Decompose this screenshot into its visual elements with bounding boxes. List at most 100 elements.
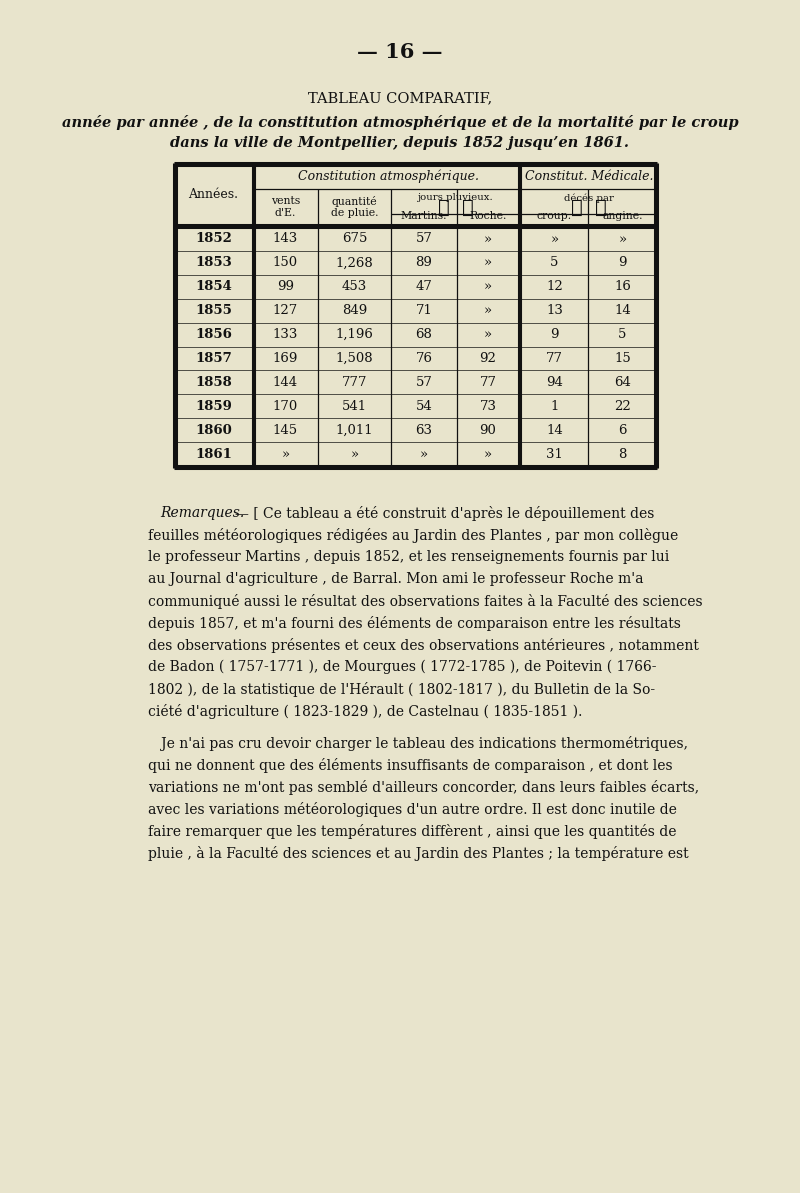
Text: Je n'ai pas cru devoir charger le tableau des indications thermométriques,: Je n'ai pas cru devoir charger le tablea… bbox=[148, 736, 688, 752]
Text: ⌢: ⌢ bbox=[595, 198, 607, 216]
Text: quantité
de pluie.: quantité de pluie. bbox=[330, 196, 378, 218]
Text: »: » bbox=[550, 233, 558, 246]
Text: 1: 1 bbox=[550, 400, 558, 413]
Text: 76: 76 bbox=[415, 352, 433, 365]
Text: 90: 90 bbox=[479, 424, 497, 437]
Text: année par année , de la constitution atmosphérique et de la mortalité par le cro: année par année , de la constitution atm… bbox=[62, 116, 738, 130]
Text: 1,508: 1,508 bbox=[336, 352, 374, 365]
Text: 541: 541 bbox=[342, 400, 367, 413]
Text: angine.: angine. bbox=[602, 211, 642, 221]
Text: TABLEAU COMPARATIF,: TABLEAU COMPARATIF, bbox=[308, 91, 492, 105]
Text: 144: 144 bbox=[273, 376, 298, 389]
Text: 1853: 1853 bbox=[195, 256, 232, 270]
Text: 15: 15 bbox=[614, 352, 631, 365]
Text: 849: 849 bbox=[342, 304, 367, 317]
Text: 150: 150 bbox=[273, 256, 298, 270]
Text: 143: 143 bbox=[273, 233, 298, 246]
Text: »: » bbox=[484, 447, 492, 460]
Text: 1,268: 1,268 bbox=[336, 256, 374, 270]
Text: 1856: 1856 bbox=[195, 328, 232, 341]
Text: de Badon ( 1757-1771 ), de Mourgues ( 1772-1785 ), de Poitevin ( 1766-: de Badon ( 1757-1771 ), de Mourgues ( 17… bbox=[148, 660, 657, 674]
Text: »: » bbox=[484, 233, 492, 246]
Text: 54: 54 bbox=[416, 400, 432, 413]
Text: Martins.: Martins. bbox=[401, 211, 447, 221]
Text: 1857: 1857 bbox=[195, 352, 232, 365]
Text: vents
d'E.: vents d'E. bbox=[271, 196, 300, 218]
Text: 1859: 1859 bbox=[195, 400, 232, 413]
Text: 92: 92 bbox=[479, 352, 497, 365]
Text: — 16 —: — 16 — bbox=[358, 42, 442, 62]
Text: 5: 5 bbox=[550, 256, 558, 270]
Text: variations ne m'ont pas semblé d'ailleurs concorder, dans leurs faibles écarts,: variations ne m'ont pas semblé d'ailleur… bbox=[148, 780, 699, 795]
Text: »: » bbox=[420, 447, 428, 460]
Text: 1,196: 1,196 bbox=[335, 328, 374, 341]
Text: ⌢: ⌢ bbox=[571, 198, 583, 216]
Text: 77: 77 bbox=[479, 376, 497, 389]
Text: 99: 99 bbox=[277, 280, 294, 293]
Text: ⌢: ⌢ bbox=[462, 198, 474, 216]
Text: 57: 57 bbox=[415, 233, 433, 246]
Text: »: » bbox=[484, 256, 492, 270]
Text: jours pluvieux.: jours pluvieux. bbox=[418, 193, 494, 203]
Text: dans la ville de Montpellier, depuis 1852 jusqu’en 1861.: dans la ville de Montpellier, depuis 185… bbox=[170, 136, 630, 150]
Text: 89: 89 bbox=[415, 256, 433, 270]
Text: 73: 73 bbox=[479, 400, 497, 413]
Text: »: » bbox=[484, 280, 492, 293]
Text: croup.: croup. bbox=[537, 211, 572, 221]
Text: 94: 94 bbox=[546, 376, 563, 389]
Text: »: » bbox=[484, 304, 492, 317]
Text: au Journal d'agriculture , de Barral. Mon ami le professeur Roche m'a: au Journal d'agriculture , de Barral. Mo… bbox=[148, 571, 643, 586]
Text: 145: 145 bbox=[273, 424, 298, 437]
Text: 14: 14 bbox=[614, 304, 631, 317]
Text: 8: 8 bbox=[618, 447, 626, 460]
Text: 6: 6 bbox=[618, 424, 626, 437]
Text: le professeur Martins , depuis 1852, et les renseignements fournis par lui: le professeur Martins , depuis 1852, et … bbox=[148, 550, 670, 564]
Text: Roche.: Roche. bbox=[470, 211, 506, 221]
Text: 64: 64 bbox=[614, 376, 631, 389]
Text: 1852: 1852 bbox=[195, 233, 232, 246]
Text: 1860: 1860 bbox=[195, 424, 232, 437]
Text: des observations présentes et ceux des observations antérieures , notamment: des observations présentes et ceux des o… bbox=[148, 638, 699, 653]
Text: 1854: 1854 bbox=[195, 280, 232, 293]
Text: »: » bbox=[618, 233, 626, 246]
Text: 1858: 1858 bbox=[195, 376, 232, 389]
Text: 9: 9 bbox=[550, 328, 558, 341]
Text: 22: 22 bbox=[614, 400, 631, 413]
Text: 1861: 1861 bbox=[195, 447, 232, 460]
Text: pluie , à la Faculté des sciences et au Jardin des Plantes ; la température est: pluie , à la Faculté des sciences et au … bbox=[148, 846, 689, 861]
Text: depuis 1857, et m'a fourni des éléments de comparaison entre les résultats: depuis 1857, et m'a fourni des éléments … bbox=[148, 616, 681, 631]
Text: feuilles météorologiques rédigées au Jardin des Plantes , par mon collègue: feuilles météorologiques rédigées au Jar… bbox=[148, 528, 678, 543]
Text: ⌢: ⌢ bbox=[438, 198, 450, 216]
Text: faire remarquer que les températures diffèrent , ainsi que les quantités de: faire remarquer que les températures dif… bbox=[148, 824, 677, 839]
Text: 14: 14 bbox=[546, 424, 563, 437]
Text: 5: 5 bbox=[618, 328, 626, 341]
Text: 47: 47 bbox=[415, 280, 433, 293]
Text: 13: 13 bbox=[546, 304, 563, 317]
Text: Remarques.: Remarques. bbox=[160, 506, 244, 520]
Text: 68: 68 bbox=[415, 328, 433, 341]
Text: »: » bbox=[484, 328, 492, 341]
Text: décés par: décés par bbox=[564, 193, 614, 203]
Text: 170: 170 bbox=[273, 400, 298, 413]
Text: 1855: 1855 bbox=[195, 304, 232, 317]
Text: 453: 453 bbox=[342, 280, 367, 293]
Text: communiqué aussi le résultat des observations faites à la Faculté des sciences: communiqué aussi le résultat des observa… bbox=[148, 594, 702, 608]
Text: Années.: Années. bbox=[189, 187, 238, 200]
Text: 9: 9 bbox=[618, 256, 626, 270]
Text: 169: 169 bbox=[273, 352, 298, 365]
Text: 31: 31 bbox=[546, 447, 563, 460]
Text: 12: 12 bbox=[546, 280, 563, 293]
Text: 16: 16 bbox=[614, 280, 631, 293]
Text: qui ne donnent que des éléments insuffisants de comparaison , et dont les: qui ne donnent que des éléments insuffis… bbox=[148, 758, 673, 773]
Text: — [ Ce tableau a été construit d'après le dépouillement des: — [ Ce tableau a été construit d'après l… bbox=[235, 506, 654, 521]
Text: 675: 675 bbox=[342, 233, 367, 246]
Text: avec les variations météorologiques d'un autre ordre. Il est donc inutile de: avec les variations météorologiques d'un… bbox=[148, 802, 677, 817]
Text: 133: 133 bbox=[273, 328, 298, 341]
Text: 1,011: 1,011 bbox=[336, 424, 374, 437]
Text: »: » bbox=[350, 447, 358, 460]
Text: 57: 57 bbox=[415, 376, 433, 389]
Text: 71: 71 bbox=[415, 304, 433, 317]
Text: Constitut. Médicale.: Constitut. Médicale. bbox=[525, 169, 654, 183]
Text: 63: 63 bbox=[415, 424, 433, 437]
Text: ciété d'agriculture ( 1823-1829 ), de Castelnau ( 1835-1851 ).: ciété d'agriculture ( 1823-1829 ), de Ca… bbox=[148, 704, 582, 719]
